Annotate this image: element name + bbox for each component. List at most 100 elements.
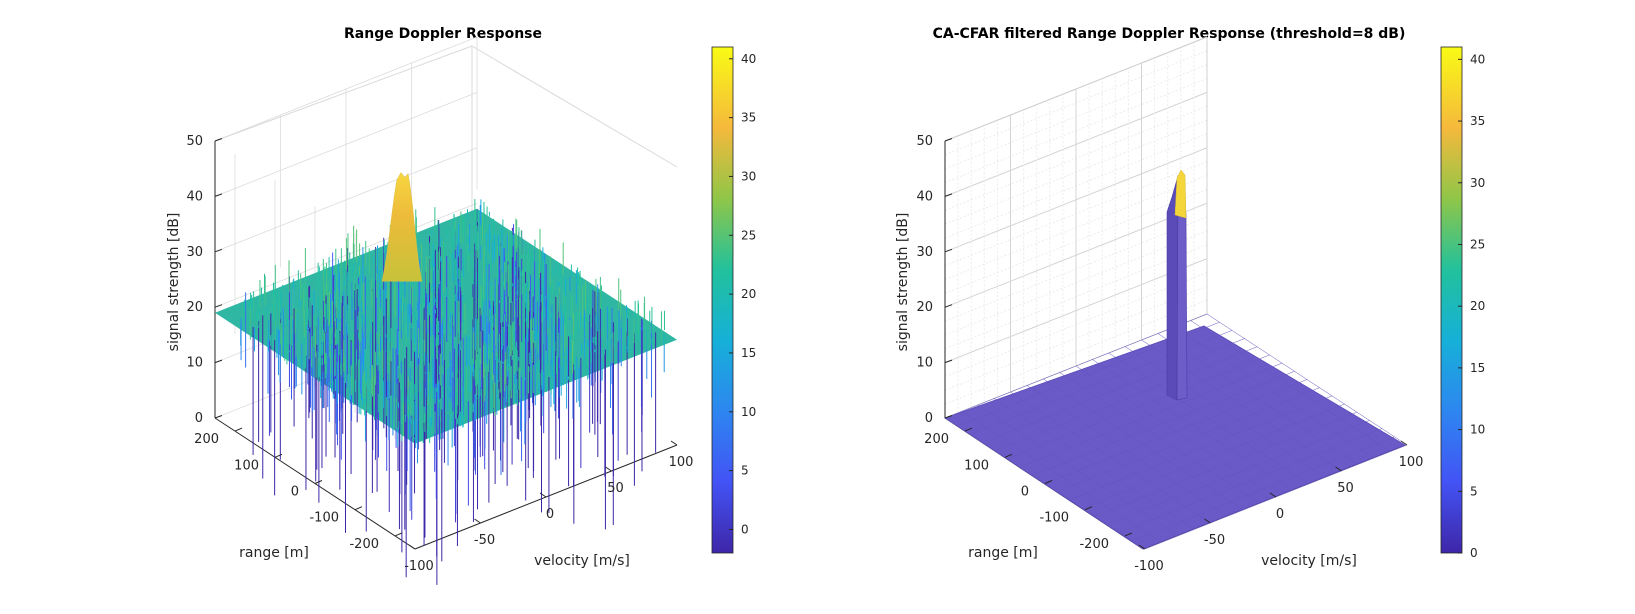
cfar-plot: CA-CFAR filtered Range Doppler Response … (895, 26, 1485, 574)
floor-mesh-line (1082, 403, 1345, 509)
velocity-axis-ticks: -100 -50 0 50 100 (404, 440, 693, 574)
velocity-tick-mark (670, 440, 678, 446)
velocity-tick-mark (408, 544, 416, 550)
colorbar-tick-label: 5 (1470, 484, 1478, 498)
colorbar-tick-label: 20 (1470, 299, 1485, 313)
velocity-axis-ticks: -100 -50 0 50 100 (1134, 440, 1424, 574)
velocity-axis-label: velocity [m/s] (534, 553, 630, 569)
z-tick-label: 40 (186, 189, 203, 204)
floor-mesh-line (994, 346, 1258, 451)
z-tick-mark (944, 248, 953, 253)
range-tick-mark (1044, 480, 1053, 484)
colorbar (711, 46, 734, 554)
z-tick-mark (944, 359, 953, 364)
z-tick-mark (214, 138, 223, 142)
velocity-tick-label: 50 (607, 481, 624, 496)
range-axis-ticks: -200 -100 0 100 200 (924, 427, 1133, 552)
z-axis-label: signal strength [dB] (895, 213, 911, 352)
colorbar-tick-label: 30 (1470, 176, 1485, 190)
velocity-tick-mark (474, 518, 481, 524)
floor-mesh-line (1019, 362, 1283, 468)
floor-mesh-line (1132, 436, 1395, 542)
z-tick-label: 20 (916, 300, 933, 315)
z-tick-mark (214, 248, 223, 253)
velocity-tick-mark (1400, 440, 1408, 446)
z-tick-mark (944, 304, 953, 308)
colorbar-tick-label: 15 (741, 346, 756, 360)
z-tick-mark (214, 193, 223, 197)
colorbar-tick-label: 0 (1470, 546, 1478, 560)
floor-mesh-line (1119, 428, 1383, 533)
range-tick-label: -100 (1039, 511, 1069, 526)
range-tick-label: -100 (309, 511, 339, 526)
target-column-side (1166, 175, 1179, 401)
floor-mesh-line (1057, 387, 1320, 492)
colorbar-tick-label: 20 (741, 287, 756, 301)
range-tick-label: 200 (194, 432, 219, 447)
z-tick-label: 50 (186, 134, 203, 149)
range-tick-label: -200 (349, 537, 379, 552)
colorbar-tick-label: 15 (1470, 361, 1485, 375)
range-tick-label: 100 (234, 458, 259, 473)
range-tick-label: 200 (924, 432, 949, 447)
z-tick-label: 50 (916, 134, 933, 149)
velocity-tick-label: -50 (1204, 533, 1225, 548)
velocity-tick-mark (1335, 466, 1342, 472)
floor-mesh-line (1044, 379, 1308, 484)
z-tick-mark (944, 138, 953, 142)
velocity-tick-label: -100 (1134, 559, 1164, 574)
z-tick-mark (214, 304, 223, 308)
colorbar-tick-label: 5 (741, 464, 749, 478)
range-axis-label: range [m] (239, 545, 309, 561)
colorbar-tick-label: 10 (1470, 423, 1485, 437)
floor-mesh-line (944, 313, 1208, 419)
range-tick-label: -200 (1079, 537, 1109, 552)
range-axis-ticks: -200 -100 0 100 200 (194, 427, 403, 552)
floor-mesh-line (1032, 371, 1295, 476)
plot-title: Range Doppler Response (344, 26, 542, 42)
velocity-tick-label: 0 (546, 507, 554, 522)
floor-mesh-line (1107, 420, 1370, 525)
z-tick-label: 10 (916, 356, 933, 371)
grid-lines (944, 36, 1208, 419)
z-tick-label: 20 (186, 300, 203, 315)
colorbar (1440, 46, 1463, 554)
z-tick-label: 0 (195, 411, 203, 426)
floor-mesh-line (969, 330, 1233, 435)
velocity-tick-label: 0 (1276, 507, 1284, 522)
z-tick-mark (214, 415, 223, 419)
floor-mesh-line (1069, 395, 1333, 501)
colorbar-tick-label: 40 (741, 52, 756, 66)
range-tick-mark (394, 532, 403, 537)
range-tick-label: 0 (1021, 485, 1029, 500)
z-tick-label: 0 (925, 411, 933, 426)
z-tick-mark (944, 193, 953, 197)
range-axis-label: range [m] (968, 545, 1038, 561)
colorbar-tick-label: 0 (741, 522, 749, 536)
z-axis-ticks: 0 10 20 30 40 50 (916, 134, 953, 426)
range-tick-label: 0 (291, 485, 299, 500)
velocity-tick-label: -100 (404, 559, 434, 574)
range-tick-mark (314, 480, 323, 484)
colorbar-ticks: 0 5 10 15 20 25 30 35 40 (1458, 52, 1485, 560)
colorbar-tick-label: 25 (741, 228, 756, 242)
range-tick-mark (1004, 453, 1013, 458)
velocity-tick-mark (605, 466, 612, 472)
velocity-tick-mark (539, 492, 547, 498)
z-tick-mark (214, 359, 223, 364)
range-tick-mark (964, 427, 973, 432)
z-axis-label: signal strength [dB] (166, 213, 182, 352)
range-tick-mark (354, 506, 363, 511)
velocity-tick-mark (1204, 518, 1211, 524)
grid-line (944, 36, 1208, 142)
floor-mesh-line (982, 338, 1245, 443)
z-tick-label: 40 (916, 189, 933, 204)
colorbar-tick-label: 25 (1470, 237, 1485, 251)
velocity-tick-label: 100 (1399, 455, 1424, 470)
target-column-top (1174, 169, 1187, 219)
range-tick-mark (274, 453, 283, 458)
floor-mesh-line (1094, 412, 1358, 517)
range-tick-mark (1084, 506, 1093, 511)
velocity-tick-label: -50 (474, 533, 495, 548)
z-axis-ticks: 0 10 20 30 40 50 (186, 134, 223, 426)
